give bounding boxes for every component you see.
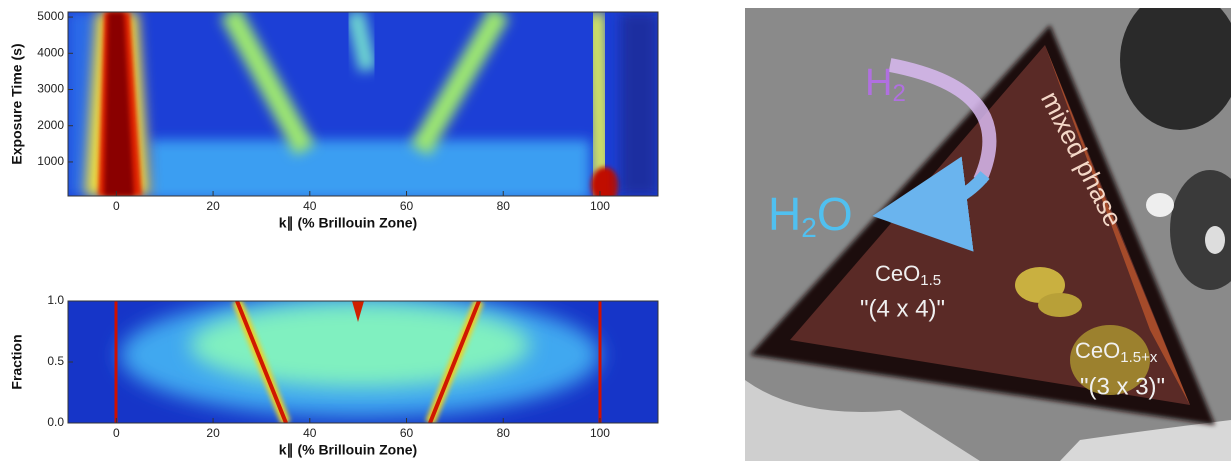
heatmap-bottom	[68, 301, 658, 423]
x-tick-label: 100	[590, 426, 610, 440]
y-tick-label: 2000	[37, 118, 64, 132]
h2-label: H2	[865, 62, 906, 107]
x-axis-label: k∥ (% Brillouin Zone)	[279, 215, 417, 232]
h2o-label: H2O	[768, 188, 853, 243]
x-tick-label: 100	[590, 199, 610, 213]
x-tick-label: 0	[113, 426, 120, 440]
heatmap-top	[68, 12, 658, 196]
x-tick-label: 40	[303, 426, 317, 440]
x-tick-label: 0	[113, 199, 120, 213]
x-tick-label: 40	[303, 199, 317, 213]
stm-image: H2 H2O mixed phase CeO1.5 "(4 x 4)" CeO1…	[745, 8, 1231, 461]
y-tick-label: 1.0	[47, 293, 64, 307]
x-tick-label: 20	[206, 426, 220, 440]
y-tick-label: 0.0	[47, 415, 64, 429]
y-tick-label: 5000	[37, 9, 64, 23]
ceo15-structure: "(4 x 4)"	[860, 295, 945, 322]
x-tick-label: 20	[206, 199, 220, 213]
y-tick-label: 3000	[37, 82, 64, 96]
ceo15-label: CeO1.5	[875, 261, 941, 289]
y-tick-label: 1000	[37, 154, 64, 168]
x-tick-label: 60	[400, 426, 414, 440]
plot-frame	[67, 11, 659, 197]
y-axis-label: Fraction	[9, 334, 25, 389]
y-axis-label: Exposure Time (s)	[9, 43, 25, 164]
y-tick-label: 0.5	[47, 354, 64, 368]
x-tick-label: 60	[400, 199, 414, 213]
x-tick-label: 80	[497, 426, 511, 440]
ceo15x-label: CeO1.5+x	[1075, 338, 1158, 366]
ceo15x-structure: "(3 x 3)"	[1080, 373, 1165, 400]
y-tick-label: 4000	[37, 45, 64, 59]
x-tick-label: 80	[497, 199, 511, 213]
x-axis-label: k∥ (% Brillouin Zone)	[279, 442, 417, 459]
